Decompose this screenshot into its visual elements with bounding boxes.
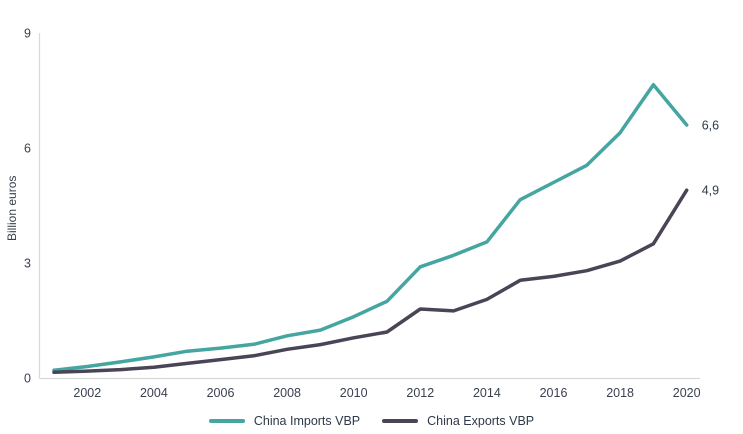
x-tick-label: 2004 (140, 386, 168, 400)
y-tick-label: 6 (24, 142, 31, 156)
y-tick-label: 3 (24, 257, 31, 271)
legend-item-china-imports: China Imports VBP (208, 414, 361, 428)
x-tick-label: 2006 (207, 386, 235, 400)
imports-end-value-label: 6,6 (702, 119, 719, 133)
imports-line-swatch-icon (208, 419, 245, 423)
legend: China Imports VBP China Exports VBP (0, 411, 743, 431)
series-line-china-exports (52, 188, 689, 375)
legend-item-china-exports: China Exports VBP (382, 414, 534, 428)
legend-label-china-exports: China Exports VBP (427, 414, 535, 428)
x-tick-label: 2008 (273, 386, 301, 400)
y-tick-label: 9 (24, 27, 31, 41)
exports-end-value-label: 4,9 (702, 184, 719, 198)
legend-label-china-imports: China Imports VBP (253, 414, 361, 428)
x-tick-label: 2010 (340, 386, 368, 400)
series-line-china-imports (52, 82, 689, 373)
x-tick-label: 2018 (606, 386, 634, 400)
x-tick-label: 2020 (673, 386, 701, 400)
x-tick-label: 2012 (406, 386, 434, 400)
exports-line-swatch-icon (382, 419, 419, 423)
x-tick-label: 2016 (540, 386, 568, 400)
y-axis-title: Billion euros (5, 176, 19, 241)
x-tick-label: 2014 (473, 386, 501, 400)
y-axis-ticks: 0 3 6 9 (24, 27, 31, 386)
y-tick-label: 0 (24, 372, 31, 386)
x-tick-label: 2002 (73, 386, 101, 400)
x-axis-ticks: 2002 2004 2006 2008 2010 2012 2014 2016 2018 2020 (73, 386, 700, 400)
